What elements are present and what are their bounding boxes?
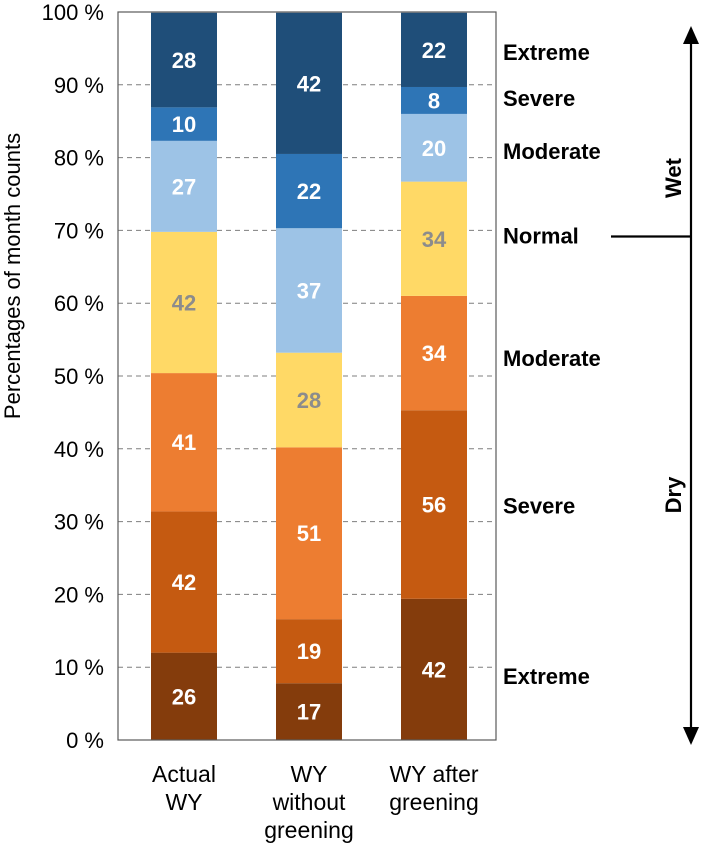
bar-data-label: 51 (297, 521, 321, 546)
y-tick-label: 100 % (42, 0, 104, 25)
bar-data-label: 28 (297, 388, 321, 413)
x-category-label: WY after (389, 761, 478, 787)
bar-data-label: 8 (428, 88, 440, 113)
bar-data-label: 17 (297, 700, 321, 725)
y-tick-label: 80 % (54, 146, 104, 171)
bar-segment-dry-severe (401, 410, 467, 599)
side-label: Moderate (503, 346, 601, 371)
arrow-head-up (683, 26, 699, 44)
y-tick-label: 40 % (54, 437, 104, 462)
bar-segment-dry-severe (276, 619, 342, 684)
bar-data-label: 22 (422, 38, 446, 63)
bar-data-label: 41 (172, 430, 196, 455)
bar-data-label: 34 (422, 341, 447, 366)
x-category-label: Actual (152, 761, 216, 787)
bar-data-label: 37 (297, 278, 321, 303)
bar-segment-dry-extreme (276, 683, 342, 740)
bar-segment-dry-extreme (151, 652, 217, 740)
bar-segment-wet-severe (401, 86, 467, 114)
bar-data-label: 20 (422, 136, 446, 161)
y-tick-labels: 0 % 10 % 20 % 30 % 40 % 50 % 60 % 70 % 80 % 90 % 1… (42, 0, 104, 753)
bar-data-label: 10 (172, 112, 196, 137)
bar-segment-wet-extreme (276, 12, 342, 154)
x-category-label: without (272, 789, 346, 815)
bar-segment-dry-severe (151, 511, 217, 653)
plot-border (117, 11, 497, 741)
bar-data-label: 42 (297, 71, 321, 96)
x-category-label: greening (389, 789, 479, 815)
wet-dry-arrow: Wet Dry (611, 26, 699, 745)
bar-segment-wet-severe (151, 107, 217, 141)
y-tick-label: 50 % (54, 364, 104, 389)
bar-segment-normal-normal (401, 181, 467, 296)
bar-segment-wet-moderate (276, 228, 342, 353)
y-tick-label: 20 % (54, 582, 104, 607)
bar-segments: 26 42 41 42 27 10 28 17 19 51 28 37 22 42 42 56 34 34 20 8 2… (151, 12, 467, 740)
bar-data-label: 19 (297, 639, 321, 664)
bar-data-label: 28 (172, 48, 196, 73)
bar-segment-dry-moderate (151, 373, 217, 512)
y-axis-label: Percentages of month counts (0, 133, 25, 419)
plot-frame (117, 11, 497, 741)
y-tick-label: 0 % (66, 728, 104, 753)
bar-data-label: 42 (422, 657, 446, 682)
wet-label: Wet (661, 157, 686, 198)
x-category-label: greening (264, 817, 354, 843)
bar-data-label: 26 (172, 684, 196, 709)
bar-data-label: 34 (422, 227, 447, 252)
bar-segment-dry-extreme (401, 598, 467, 740)
side-label: Severe (503, 494, 575, 519)
bar-segment-wet-severe (276, 153, 342, 229)
bar-data-label: 42 (172, 570, 196, 595)
side-category-labels: Extreme Severe Moderate Normal Moderate Sever… (503, 40, 601, 689)
y-tick-label: 90 % (54, 73, 104, 98)
x-category-label: WY (165, 789, 202, 815)
bar-segment-wet-extreme (151, 12, 217, 108)
x-category-label: WY (290, 761, 327, 787)
y-tick-label: 60 % (54, 291, 104, 316)
bar-segment-wet-extreme (401, 12, 467, 87)
bar-segment-wet-moderate (151, 140, 217, 232)
y-tick-label: 10 % (54, 655, 104, 680)
bar-segment-normal-normal (151, 231, 217, 374)
bar-segment-dry-moderate (276, 447, 342, 620)
side-label: Normal (503, 223, 579, 248)
side-label: Moderate (503, 139, 601, 164)
bar-data-label: 42 (172, 290, 196, 315)
y-tick-label: 70 % (54, 218, 104, 243)
bar-segment-wet-moderate (401, 113, 467, 182)
bar-segment-dry-moderate (401, 295, 467, 411)
bar-data-label: 56 (422, 492, 446, 517)
side-label: Extreme (503, 664, 590, 689)
bar-data-label: 22 (297, 179, 321, 204)
bar-segment-normal-normal (276, 352, 342, 448)
y-tick-label: 30 % (54, 510, 104, 535)
arrow-head-down (683, 727, 699, 745)
dry-label: Dry (661, 476, 686, 513)
side-label: Extreme (503, 40, 590, 65)
bar-data-label: 27 (172, 174, 196, 199)
side-label: Severe (503, 86, 575, 111)
